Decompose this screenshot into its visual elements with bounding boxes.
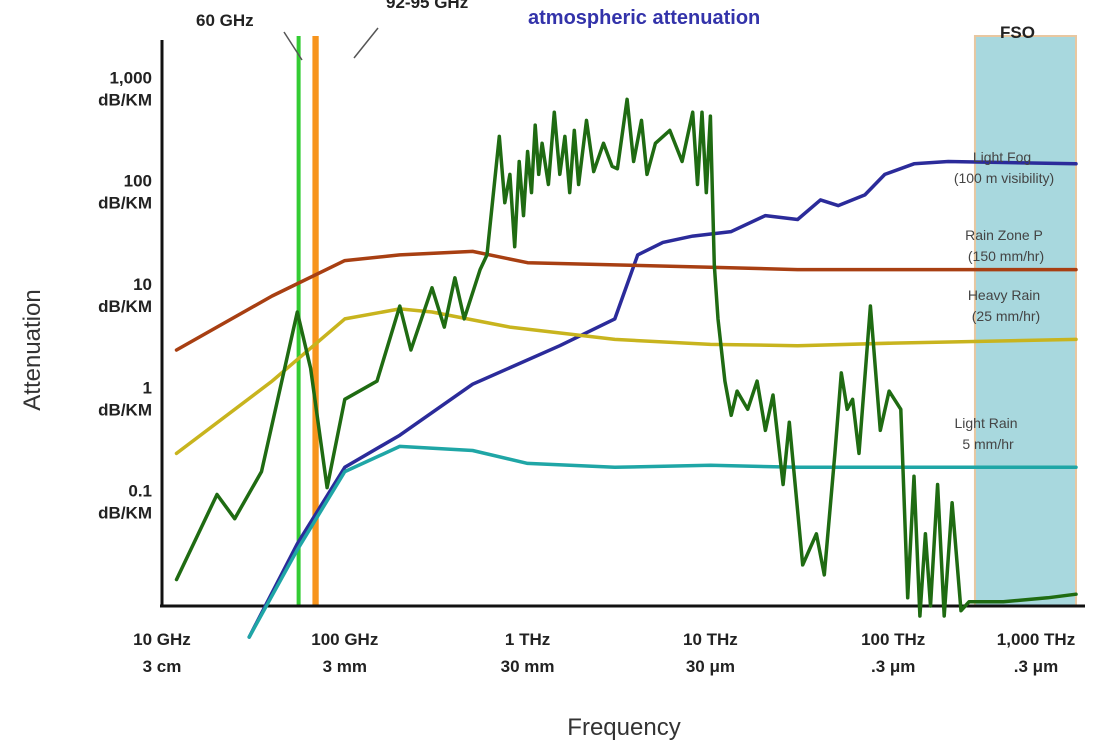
x-tick-label: 1,000 THz (997, 630, 1075, 649)
y-tick-unit: dB/KM (98, 504, 152, 523)
x-tick-label: 1 THz (505, 630, 550, 649)
band-labels: 60 GHz 92-95 GHz FSO (196, 0, 1035, 61)
pointer-60ghz (283, 31, 303, 61)
x-tick-sublabel: 3 cm (143, 657, 182, 676)
y-tick-label: 1,000 (109, 68, 152, 87)
series-labels: Light Fog (100 m visibility) Rain Zone P (1… (954, 149, 1054, 452)
series-line-light-rain (247, 444, 1078, 639)
frequency-bands (296, 35, 1077, 607)
y-tick-label: 100 (124, 172, 152, 191)
x-tick-label: 100 GHz (311, 630, 378, 649)
x-tick-labels: 10 GHz 3 cm 100 GHz 3 mm 1 THz 30 mm 10 THz 30 … (133, 630, 1075, 676)
x-tick-sublabel: .3 μm (1014, 657, 1058, 676)
x-tick-sublabel: 30 μm (686, 657, 735, 676)
band-fso (973, 35, 1077, 607)
y-tick-label: 1 (143, 378, 152, 397)
y-tick-unit: dB/KM (98, 194, 152, 213)
x-tick-sublabel: 3 mm (323, 657, 367, 676)
series-note-light-rain: 5 mm/hr (962, 436, 1014, 452)
series-lines (174, 97, 1078, 639)
y-tick-unit: dB/KM (98, 400, 152, 419)
y-tick-label: 10 (133, 275, 152, 294)
x-tick-sublabel: 30 mm (501, 657, 555, 676)
x-axis-title: Frequency (567, 714, 680, 741)
series-label-rain-zone-p: Rain Zone P (965, 227, 1043, 243)
y-tick-label: 0.1 (128, 482, 152, 501)
series-line-heavy-rain (174, 307, 1078, 456)
band-label-60-ghz: 60 GHz (196, 11, 254, 30)
band-92-95-ghz (312, 36, 319, 606)
y-tick-unit: dB/KM (98, 297, 152, 316)
series-note-light-fog: (100 m visibility) (954, 170, 1054, 186)
x-tick-label: 10 GHz (133, 630, 191, 649)
series-label-light-fog: Light Fog (973, 149, 1031, 165)
x-tick-label: 100 THz (861, 630, 925, 649)
y-tick-labels: 1,000 dB/KM 100 dB/KM 10 dB/KM 1 dB/KM 0.1 dB/KM (98, 68, 152, 522)
series-label-light-rain: Light Rain (954, 415, 1017, 431)
series-label-heavy-rain: Heavy Rain (968, 287, 1040, 303)
x-tick-label: 10 THz (683, 630, 738, 649)
chart-subtitle: atmospheric attenuation (528, 7, 760, 29)
series-line-atmospheric-attenuation (174, 97, 1078, 618)
band-label-92-95-ghz: 92-95 GHz (386, 0, 468, 12)
y-tick-unit: dB/KM (98, 90, 152, 109)
series-note-heavy-rain: (25 mm/hr) (972, 308, 1040, 324)
band-label-fso: FSO (1000, 23, 1035, 42)
series-line-light-fog (247, 159, 1078, 639)
pointer-92-95ghz (353, 27, 379, 59)
series-line-rain-zone-p (174, 249, 1078, 352)
x-tick-sublabel: .3 μm (871, 657, 915, 676)
y-axis-title: Attenuation (19, 289, 46, 410)
series-note-rain-zone-p: (150 mm/hr) (968, 248, 1044, 264)
